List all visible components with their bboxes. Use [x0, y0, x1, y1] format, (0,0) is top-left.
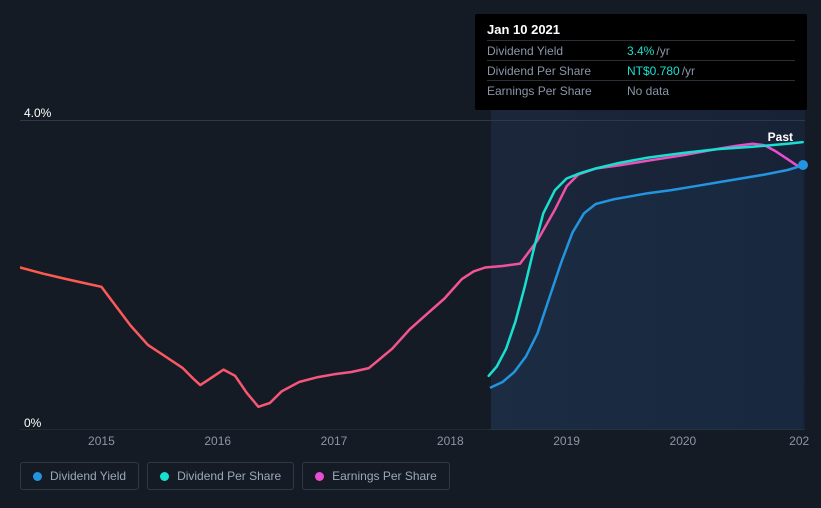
y-axis-label-top: 4.0% [24, 106, 51, 120]
plot-svg [20, 105, 805, 430]
chart-container: 4.0% 0% 2015 2016 2017 2018 2019 2020 202 Past… [0, 0, 821, 508]
tooltip-row-value: No data [627, 84, 669, 98]
x-axis-tick: 2019 [553, 434, 580, 448]
x-axis-tick: 202 [789, 434, 809, 448]
tooltip-title: Jan 10 2021 [487, 22, 795, 37]
tooltip-panel: Jan 10 2021 Dividend Yield3.4% /yrDivide… [475, 14, 807, 110]
x-axis-tick: 2016 [204, 434, 231, 448]
legend: Dividend Yield Dividend Per Share Earnings… [20, 462, 450, 490]
x-axis-tick: 2018 [437, 434, 464, 448]
tooltip-row: Earnings Per ShareNo data [487, 80, 795, 100]
tooltip-row: Dividend Per ShareNT$0.780 /yr [487, 60, 795, 80]
tooltip-row-label: Earnings Per Share [487, 84, 627, 98]
series-end-dot-dividend-yield [798, 160, 808, 170]
x-axis-tick: 2017 [321, 434, 348, 448]
legend-dot-icon [160, 472, 169, 481]
legend-item-earnings-per-share[interactable]: Earnings Per Share [302, 462, 450, 490]
x-axis-tick: 2015 [88, 434, 115, 448]
legend-dot-icon [315, 472, 324, 481]
tooltip-row-label: Dividend Per Share [487, 64, 627, 78]
y-axis-label-bottom: 0% [24, 416, 41, 430]
legend-item-label: Dividend Per Share [177, 469, 281, 483]
tooltip-row-label: Dividend Yield [487, 44, 627, 58]
legend-dot-icon [33, 472, 42, 481]
past-label: Past [768, 130, 793, 144]
plot-area [20, 105, 805, 430]
x-axis-tick: 2020 [670, 434, 697, 448]
tooltip-row-value: NT$0.780 [627, 64, 680, 78]
legend-item-label: Dividend Yield [50, 469, 126, 483]
legend-item-label: Earnings Per Share [332, 469, 437, 483]
tooltip-row-unit: /yr [682, 64, 695, 78]
tooltip-row-unit: /yr [656, 44, 669, 58]
tooltip-row: Dividend Yield3.4% /yr [487, 40, 795, 60]
legend-item-dividend-per-share[interactable]: Dividend Per Share [147, 462, 294, 490]
legend-item-dividend-yield[interactable]: Dividend Yield [20, 462, 139, 490]
area-dividend-yield [491, 165, 803, 430]
x-axis: 201520162017201820192020202 [20, 434, 805, 454]
tooltip-row-value: 3.4% [627, 44, 654, 58]
